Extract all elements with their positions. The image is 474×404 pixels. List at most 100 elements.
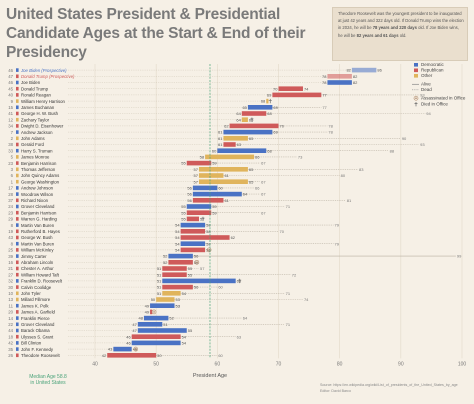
president-name: Martin Van Buren [21,223,55,228]
start-age-label: 60 [212,148,217,153]
end-age-label: 53 [176,297,181,302]
president-name: Bill Clinton [21,341,42,346]
end-age-label: 56 [194,285,199,290]
end-age-label: 64 [243,192,248,197]
chart-row: 8 Martin Van Buren 54 58 79 [11,223,340,228]
death-age-label: 71 [286,322,291,327]
start-age-label: 54 [175,241,180,246]
row-number: 5 [11,155,14,160]
chart-row: 37 Richard Nixon 56 61 81 [8,198,352,203]
end-age-label: 86 [377,68,382,73]
start-age-label: 58 [200,155,205,160]
row-number: 37 [8,198,13,203]
start-age-label: 56 [187,192,192,197]
death-age-label: 60 [218,353,223,358]
tenure-bar [223,129,273,135]
party-swatch [16,303,19,308]
start-age-label: 57 [194,179,199,184]
president-name: John Quincy Adams [21,173,59,178]
death-age-label: 63 [237,334,242,339]
party-swatch [16,316,19,320]
end-age-label: 68 [267,111,272,116]
tenure-bar [351,67,377,73]
row-number: 14 [8,316,13,321]
chart-row: 29 Warren G. Harding 55 57 [8,217,205,222]
end-age-label: 65 [249,117,254,122]
x-tick-label: 70 [276,361,282,367]
president-name: Harry S. Truman [21,148,53,153]
party-swatch [16,136,19,141]
party-swatch [16,272,19,277]
row-number: 33 [8,148,13,153]
death-age-label: 64 [243,316,248,321]
tenure-bar [143,315,169,321]
party-swatch [16,93,19,97]
start-age-label: 64 [236,111,241,116]
president-name: Woodrow Wilson [21,192,54,197]
chart-row: 23 Benjamin Harrison 55 59 67 [8,161,266,166]
tenure-bar [223,142,236,147]
chart-row: 38 Gerald Ford 61 63 93 [8,142,425,147]
end-age-label: 65 [249,136,254,141]
president-name: Benjamin Harrison [21,161,57,166]
president-name: Martin Van Buren [21,241,55,246]
chart-row: 17 Andrew Johnson 56 60 66 [8,186,260,191]
chart-row: 47 Donald Trump (Prospective) 78 82 [8,74,358,79]
note-box [332,7,468,61]
party-swatch [16,179,19,184]
start-age-label: 61 [218,136,223,141]
row-number: 40 [8,93,13,98]
row-number: 16 [8,260,13,265]
president-name: James Buchanan [21,105,55,110]
party-swatch [16,186,19,190]
target-icon [194,259,200,265]
tenure-bar [131,340,181,346]
row-number: 18 [8,334,13,339]
x-tick-label: 100 [458,361,467,367]
tenure-bar [107,353,157,358]
death-age-label: 73 [298,155,303,160]
end-age-label: 70 [280,124,285,129]
president-name: Dwight D. Eisenhower [21,124,64,129]
tenure-bar [327,80,352,85]
end-age-label: 82 [353,80,358,85]
target-icon-center [153,311,155,313]
start-age-label: 51 [157,291,162,296]
target-icon-center [134,348,137,350]
president-name: Zachary Taylor [21,117,50,122]
end-age-label: 62 [231,235,236,240]
end-age-label: 59 [212,204,217,209]
tenure-bar [241,117,248,122]
chart-row: 42 Bill Clinton 46 54 [8,341,187,346]
death-age-label: 79 [335,241,340,246]
tenure-bar [241,111,267,116]
chart-row: 44 Barack Obama 47 55 [8,328,193,333]
row-number: 43 [8,235,13,240]
death-age-label: 79 [335,223,340,228]
party-swatch [16,142,19,147]
party-swatch [16,167,19,172]
cross-icon [414,102,418,107]
president-name: Theodore Roosevelt [21,353,61,358]
end-age-label: 54 [182,341,187,346]
death-age-label: 67 [261,210,266,215]
row-number: 9 [11,99,14,104]
tenure-bar [186,160,212,166]
start-age-label: 57 [194,167,199,172]
president-name: George Washington [21,179,60,184]
row-number: 28 [8,192,13,197]
legend-swatch [414,68,418,73]
party-swatch [16,80,19,85]
president-name: John Adams [21,136,45,141]
start-age-label: 61 [218,130,223,135]
start-age-label: 48 [138,316,143,321]
chart-row: 7 Andrew Jackson 61 69 78 [11,130,334,135]
president-name: Grover Cleveland [21,204,55,209]
row-number: 19 [8,229,13,234]
party-swatch [16,328,19,333]
party-swatch [16,310,19,314]
start-age-label: 69 [267,93,272,98]
party-swatch [16,148,19,153]
note-text: Theodore Roosevelt was the youngest pres… [338,10,464,39]
